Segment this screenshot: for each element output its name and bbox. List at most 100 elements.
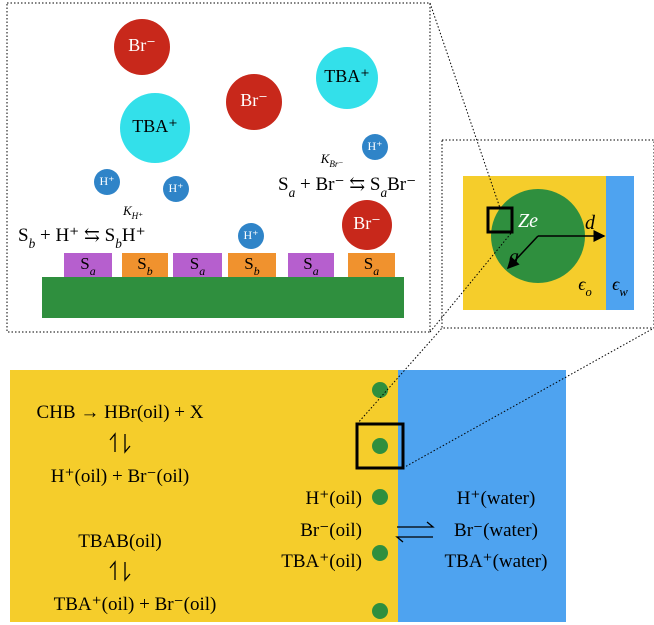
radius-arrow [506,235,539,270]
zoom-line [429,2,501,209]
text-part: Br⁻ [353,213,381,233]
arrow [124,434,131,454]
site-label: Sa [303,254,318,278]
reaction: Sb + H⁺ ⇆ SbH⁺ [18,225,146,250]
text-part: S [137,254,146,273]
text-part: Ze [518,210,538,232]
text-part: b [147,264,153,278]
text-part: H⁺ [244,228,259,242]
text-part: Br⁻ [329,159,343,169]
salt: TBAB(oil) [78,531,161,552]
site [64,253,112,277]
text-part: H⁺(oil) + Br⁻(oil) [51,466,189,487]
particle [372,438,388,454]
oil-ion: TBA⁺(oil) [281,551,362,572]
text-part: TBA⁺(oil) + Br⁻(oil) [54,594,217,615]
particle [372,545,388,561]
water-ion: H⁺(water) [457,488,536,509]
particles [372,382,388,619]
permittivity-label: ϵo [578,274,592,299]
text-part: Br⁻ [240,90,268,110]
zoom-lines [356,2,654,469]
rate-constant: KBr⁻ [320,151,344,169]
text-part: Br⁻ [128,35,156,55]
text-part: a [373,264,379,278]
text-part: b [115,236,122,251]
zoom-box [441,139,654,329]
ion [94,169,120,195]
substrate [42,277,404,318]
text-part: TBAB(oil) [78,531,161,552]
text-part: b [29,236,36,251]
ion-label: H⁺ [244,228,259,242]
reaction: CHB → HBr(oil) + X [37,402,204,423]
text-part: ϵ [612,274,620,294]
text-part: ϵ [578,274,586,294]
site-label: Sa [364,254,379,278]
text-part: Br⁻(water) [454,520,538,541]
site-label: Sb [244,254,259,278]
text-part: + Br⁻ ⇆ S [295,174,380,195]
text-part: CHB → HBr(oil) + X [37,402,204,423]
particle [372,603,388,619]
ion-label: Br⁻ [240,90,268,110]
site [228,253,276,277]
particle [372,382,388,398]
reaction: Sa + Br⁻ ⇆ SaBr⁻ [278,174,416,199]
text-part: Br⁻(oil) [300,520,362,541]
zoom-line [429,231,513,333]
text-part: w [619,285,628,299]
text-part: a [380,185,387,200]
ion [238,223,264,249]
ion-label: Br⁻ [128,35,156,55]
zoom-box [6,2,431,333]
zoom-line [402,327,654,469]
ion [316,47,378,109]
text-part: a [199,264,205,278]
text-part: H⁺ [122,225,146,246]
site [288,253,334,277]
text-part: S [190,254,199,273]
ion [163,176,189,202]
ion [120,93,190,163]
text-part: TBA⁺ [132,116,178,136]
zoom-line [356,327,443,425]
text-part: TBA⁺(water) [445,551,548,572]
radius-label: a [509,246,519,268]
text-part: H⁺(oil) [306,488,362,509]
text-part: o [585,285,591,299]
ion-label: TBA⁺ [324,66,370,86]
arrow [395,536,433,543]
zoom-square [355,422,405,470]
distance-label: d [585,212,596,234]
site-label: Sa [190,254,205,278]
water-phase [398,370,566,622]
text-part: a [289,185,296,200]
text-part: Br⁻ [387,174,416,195]
site-label: Sb [137,254,152,278]
arrow [124,562,131,582]
ion [342,200,392,250]
text-part: H⁺(water) [457,488,536,509]
text-part: S [278,174,289,195]
text-part: a [313,264,319,278]
permittivity-label: ϵw [612,274,628,299]
text-part: TBA⁺ [324,66,370,86]
text-part: H⁺ [131,211,144,221]
water-ion: Br⁻(water) [454,520,538,541]
ion-label: H⁺ [368,139,383,153]
equilibrium-arrows [109,432,435,582]
text-part: b [254,264,260,278]
text-part: H⁺ [169,181,184,195]
ion-label: TBA⁺ [132,116,178,136]
rate-constant: KH⁺ [122,203,143,221]
text-part: TBA⁺(oil) [281,551,362,572]
site [122,253,168,277]
text-part: + H⁺ ⇆ S [35,225,115,246]
ion-label: H⁺ [169,181,184,195]
text-part: H⁺ [368,139,383,153]
text-part: S [18,225,29,246]
oil-ion: Br⁻(oil) [300,520,362,541]
text-part: d [585,212,596,234]
